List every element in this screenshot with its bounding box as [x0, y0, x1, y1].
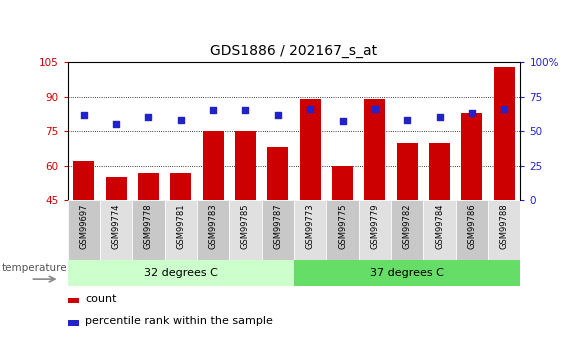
Text: GSM99788: GSM99788 — [500, 203, 509, 249]
Bar — [165, 200, 197, 260]
Bar — [100, 200, 132, 260]
Text: GSM99785: GSM99785 — [241, 203, 250, 249]
Bar — [235, 131, 256, 200]
Text: GSM99697: GSM99697 — [79, 203, 88, 249]
Text: 32 degrees C: 32 degrees C — [144, 268, 218, 278]
Text: GSM99775: GSM99775 — [338, 203, 347, 249]
Bar — [74, 161, 94, 200]
Point — [273, 112, 282, 117]
Point — [241, 108, 250, 113]
Point — [499, 106, 509, 112]
Point — [305, 106, 315, 112]
Text: GSM99782: GSM99782 — [403, 203, 412, 249]
Bar — [397, 142, 417, 200]
Bar — [391, 200, 423, 260]
Point — [435, 115, 445, 120]
Text: GSM99779: GSM99779 — [370, 203, 379, 249]
Bar — [132, 200, 165, 260]
Bar — [203, 131, 223, 200]
Point — [176, 117, 186, 123]
Bar — [262, 200, 294, 260]
Bar — [197, 200, 229, 260]
Bar — [171, 172, 191, 200]
Point — [208, 108, 218, 113]
Text: GSM99787: GSM99787 — [273, 203, 282, 249]
Bar — [423, 200, 456, 260]
Bar — [106, 177, 126, 200]
Bar — [68, 298, 79, 303]
Bar — [300, 99, 320, 200]
Bar — [429, 142, 450, 200]
Point — [111, 121, 121, 127]
Text: count: count — [85, 294, 116, 304]
Bar — [494, 67, 514, 200]
Point — [338, 119, 347, 124]
Bar — [359, 200, 391, 260]
Text: temperature: temperature — [1, 263, 67, 273]
Text: GSM99781: GSM99781 — [176, 203, 185, 249]
Text: GSM99778: GSM99778 — [144, 203, 153, 249]
Bar — [229, 200, 262, 260]
Bar — [294, 260, 520, 286]
Point — [143, 115, 153, 120]
Point — [79, 112, 89, 117]
Text: 37 degrees C: 37 degrees C — [370, 268, 444, 278]
Bar — [68, 321, 79, 326]
Text: GSM99773: GSM99773 — [306, 203, 315, 249]
Text: GSM99786: GSM99786 — [467, 203, 476, 249]
Bar — [268, 147, 288, 200]
Point — [402, 117, 412, 123]
Bar — [488, 200, 520, 260]
Bar — [365, 99, 385, 200]
Title: GDS1886 / 202167_s_at: GDS1886 / 202167_s_at — [211, 44, 377, 58]
Point — [467, 110, 476, 116]
Point — [370, 106, 380, 112]
Text: GSM99774: GSM99774 — [112, 203, 121, 249]
Bar — [456, 200, 488, 260]
Text: percentile rank within the sample: percentile rank within the sample — [85, 316, 273, 326]
Text: GSM99784: GSM99784 — [435, 203, 444, 249]
Text: GSM99783: GSM99783 — [209, 203, 218, 249]
Bar — [138, 172, 159, 200]
Bar — [326, 200, 359, 260]
Bar — [68, 260, 294, 286]
Bar — [294, 200, 326, 260]
Bar — [332, 166, 353, 200]
Bar — [68, 200, 100, 260]
Bar — [462, 113, 482, 200]
